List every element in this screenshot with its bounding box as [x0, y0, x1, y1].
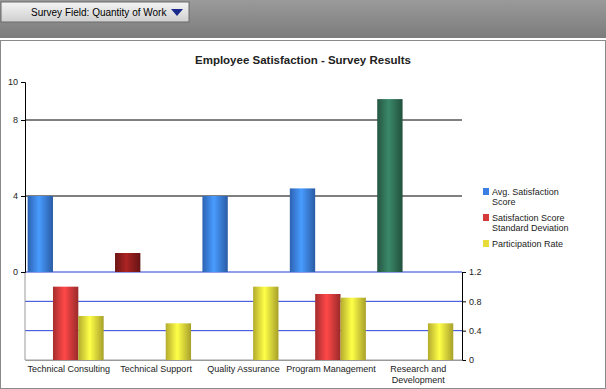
legend-item: Participation Rate: [483, 239, 563, 249]
y-axis: 0 4 8 10: [8, 77, 26, 277]
chart-panel: [1, 41, 606, 389]
legend-label: Avg. SatisfactionScore: [492, 187, 559, 207]
y-tick-mark: [21, 196, 25, 197]
x-tick-label: Research andDevelopment: [390, 364, 446, 385]
y2-tick: 0.4: [462, 326, 482, 336]
chart-title: Employee Satisfaction - Survey Results: [195, 54, 411, 66]
bar: [315, 294, 340, 360]
y-tick: 10: [8, 77, 25, 87]
y2-tick: 0: [462, 355, 474, 365]
bar: [253, 287, 278, 360]
x-tick: Research andDevelopment: [390, 360, 446, 385]
chart-svg: Survey Field: Quantity of Work Employee S…: [0, 0, 606, 389]
x-tick: Technical Support: [120, 360, 192, 374]
x-axis: Technical Consulting Technical Support Qua…: [26, 360, 463, 385]
bar: [53, 287, 78, 360]
bar: [78, 316, 103, 360]
y-tick-label: 10: [8, 77, 18, 87]
y2-tick-label: 0.4: [469, 326, 482, 336]
legend-item: Satisfaction ScoreStandard Deviation: [483, 213, 569, 233]
dropdown-box[interactable]: [1, 2, 189, 22]
bar: [377, 99, 402, 272]
y2-tick-label: 1.2: [469, 267, 482, 277]
chart-root: Survey Field: Quantity of Work Employee S…: [0, 0, 606, 389]
y-tick: 8: [13, 115, 25, 125]
bar: [428, 323, 453, 360]
bar: [341, 298, 366, 360]
bars-upper: [28, 99, 403, 272]
y2-tick-mark: [462, 331, 466, 332]
y-tick: 0: [13, 267, 25, 277]
toolbar: [0, 0, 606, 38]
y-tick: 4: [13, 191, 25, 201]
grid-line: [25, 301, 462, 302]
bar: [28, 196, 53, 272]
y-tick-mark: [21, 120, 25, 121]
y2-tick-label: 0.8: [469, 297, 482, 307]
y2-tick-mark: [462, 301, 466, 302]
y-tick-label: 4: [13, 191, 18, 201]
bar: [202, 196, 227, 272]
y2-tick: 0.8: [462, 297, 482, 307]
y-tick-label: 0: [13, 267, 18, 277]
legend-label: Satisfaction ScoreStandard Deviation: [492, 213, 569, 233]
y2-tick: 1.2: [462, 267, 482, 277]
y2-axis: 0 0.4 0.8 1.2: [462, 267, 482, 365]
y2-axis-line: [463, 273, 467, 361]
x-tick-label: Technical Support: [120, 364, 192, 374]
dropdown[interactable]: Survey Field: Quantity of Work: [1, 2, 189, 22]
bar: [166, 323, 191, 360]
x-tick: Program Management: [286, 360, 376, 374]
legend-swatch: [483, 188, 489, 195]
y2-tick-mark: [462, 360, 466, 361]
legend-label: Participation Rate: [492, 239, 563, 249]
x-axis-line: [26, 360, 463, 361]
legend-item: Avg. SatisfactionScore: [483, 187, 559, 207]
y-tick-mark: [21, 272, 25, 273]
x-tick-label: Technical Consulting: [27, 364, 110, 374]
bar: [115, 253, 140, 272]
y2-tick-label: 0: [469, 355, 474, 365]
dropdown-label[interactable]: Survey Field: Quantity of Work: [31, 7, 167, 18]
pane-frame: [25, 272, 26, 360]
x-tick: Technical Consulting: [27, 360, 110, 374]
dropdown-arrow[interactable]: [171, 9, 183, 16]
bars-lower: [53, 287, 453, 360]
x-tick-label: Quality Assurance: [207, 364, 280, 374]
legend-swatch: [483, 214, 489, 221]
y-axis-line: [21, 83, 26, 273]
x-tick: Quality Assurance: [207, 360, 280, 374]
legend-swatch: [483, 240, 489, 247]
x-tick-label: Program Management: [286, 364, 376, 374]
y-tick-label: 8: [13, 115, 18, 125]
legend: Avg. SatisfactionScore Satisfaction Score…: [483, 187, 569, 249]
y-tick-mark: [21, 82, 25, 83]
y2-tick-mark: [462, 272, 466, 273]
bar: [290, 188, 315, 272]
